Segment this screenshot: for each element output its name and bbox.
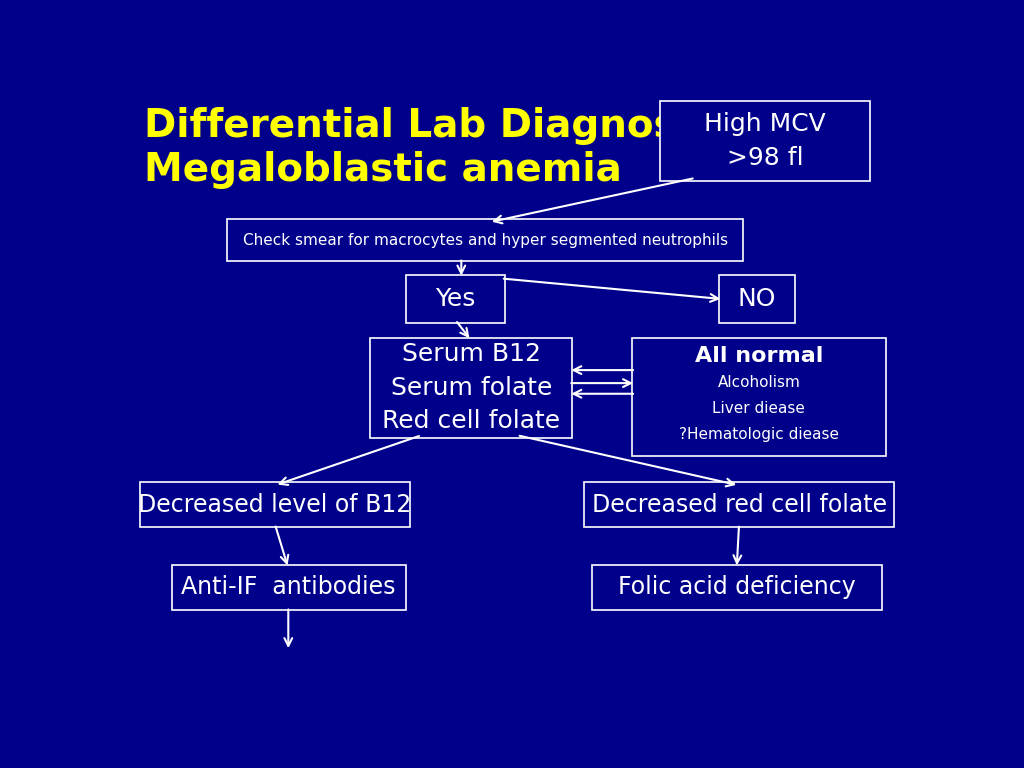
Text: ?Hematologic diease: ?Hematologic diease — [679, 427, 839, 442]
FancyBboxPatch shape — [406, 276, 505, 323]
Text: NO: NO — [737, 287, 776, 311]
Text: All normal: All normal — [694, 346, 823, 366]
FancyBboxPatch shape — [172, 565, 406, 610]
Text: Decreased red cell folate: Decreased red cell folate — [592, 492, 887, 517]
FancyBboxPatch shape — [227, 220, 743, 260]
FancyBboxPatch shape — [592, 565, 882, 610]
FancyBboxPatch shape — [585, 482, 894, 527]
FancyBboxPatch shape — [370, 338, 572, 438]
Text: Anti-IF  antibodies: Anti-IF antibodies — [181, 575, 396, 599]
FancyBboxPatch shape — [140, 482, 410, 527]
FancyBboxPatch shape — [659, 101, 870, 181]
FancyBboxPatch shape — [719, 276, 795, 323]
Text: Alcoholism: Alcoholism — [718, 375, 801, 390]
Text: High MCV
>98 fl: High MCV >98 fl — [703, 112, 825, 170]
Text: Check smear for macrocytes and hyper segmented neutrophils: Check smear for macrocytes and hyper seg… — [243, 233, 728, 247]
Text: Decreased level of B12: Decreased level of B12 — [138, 492, 412, 517]
Text: Liver diease: Liver diease — [713, 401, 805, 416]
Text: Serum B12
Serum folate
Red cell folate: Serum B12 Serum folate Red cell folate — [382, 343, 560, 433]
Text: Yes: Yes — [435, 287, 475, 311]
FancyBboxPatch shape — [632, 338, 886, 456]
Text: Folic acid deficiency: Folic acid deficiency — [618, 575, 856, 599]
Text: Differential Lab Diagnosis of
Megaloblastic anemia: Differential Lab Diagnosis of Megaloblas… — [143, 107, 770, 189]
